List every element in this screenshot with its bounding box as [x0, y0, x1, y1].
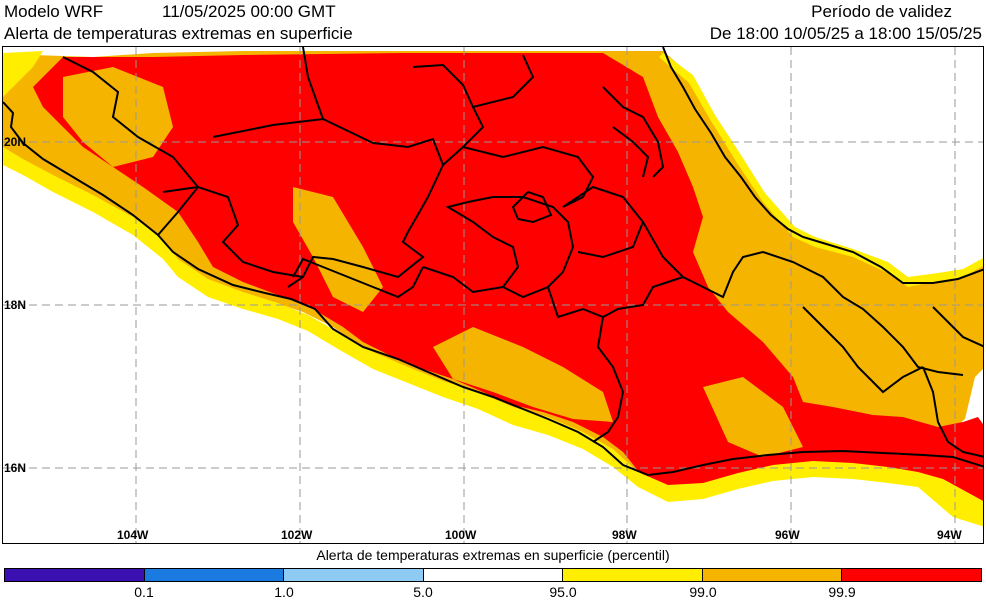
validity-range: De 18:00 10/05/25 a 18:00 15/05/25: [709, 24, 982, 43]
orange-patch-south: [433, 327, 613, 422]
yellow-fringe-gulf-coast: [659, 53, 983, 287]
colorbar-tick-95-0: 95.0: [549, 584, 577, 600]
model-name: Modelo WRF: [4, 2, 104, 21]
map-panel: [2, 46, 984, 544]
longitude-label-94w: 94W: [937, 528, 962, 542]
colorbar-segment-above-99-9: [842, 569, 982, 581]
latitude-label-16n: 16N: [4, 461, 27, 475]
orange-patch-central: [293, 187, 383, 312]
latitude-label-18n: 18N: [4, 298, 27, 312]
run-datetime: 11/05/2025 00:00 GMT: [162, 2, 336, 21]
pacific-coastline: [3, 101, 983, 477]
colorbar-tick-99-0: 99.0: [689, 584, 717, 600]
legend-title: Alerta de temperaturas extremas en super…: [316, 547, 670, 563]
longitude-label-100w: 100W: [445, 528, 477, 542]
gulf-coastline: [662, 47, 983, 284]
colorbar-segment-0-1-to-1-0: [144, 569, 285, 581]
map-subtitle: Alerta de temperaturas extremas en super…: [4, 24, 353, 43]
temperature-alert-map: [3, 47, 983, 543]
map-grid: [3, 47, 983, 543]
state-borders: [62, 47, 983, 458]
colorbar-segment-95-0-to-99-0: [563, 569, 703, 581]
longitude-label-98w: 98W: [612, 528, 637, 542]
colorbar-segment-99-0-to-99-9: [702, 569, 843, 581]
colorbar-segment-5-0-to-95-0: [423, 569, 564, 581]
colorbar-tick-99-9: 99.9: [828, 584, 856, 600]
colorbar-tick-5-0: 5.0: [413, 584, 433, 600]
orange-patch-southeast: [703, 377, 803, 457]
legend-colorbar: [4, 568, 982, 582]
yellow-fringe-northwest: [3, 51, 43, 97]
longitude-label-96w: 96W: [775, 528, 800, 542]
latitude-label-20n: 20N: [4, 135, 27, 149]
validity-title: Período de validez: [811, 2, 952, 21]
longitude-label-102w: 102W: [281, 528, 313, 542]
colorbar-tick-0-1: 0.1: [134, 584, 154, 600]
colorbar-tick-1-0: 1.0: [274, 584, 294, 600]
colorbar-segment-below-0-1: [5, 569, 145, 581]
longitude-label-104w: 104W: [117, 528, 149, 542]
colorbar-segment-1-0-to-5-0: [284, 569, 424, 581]
